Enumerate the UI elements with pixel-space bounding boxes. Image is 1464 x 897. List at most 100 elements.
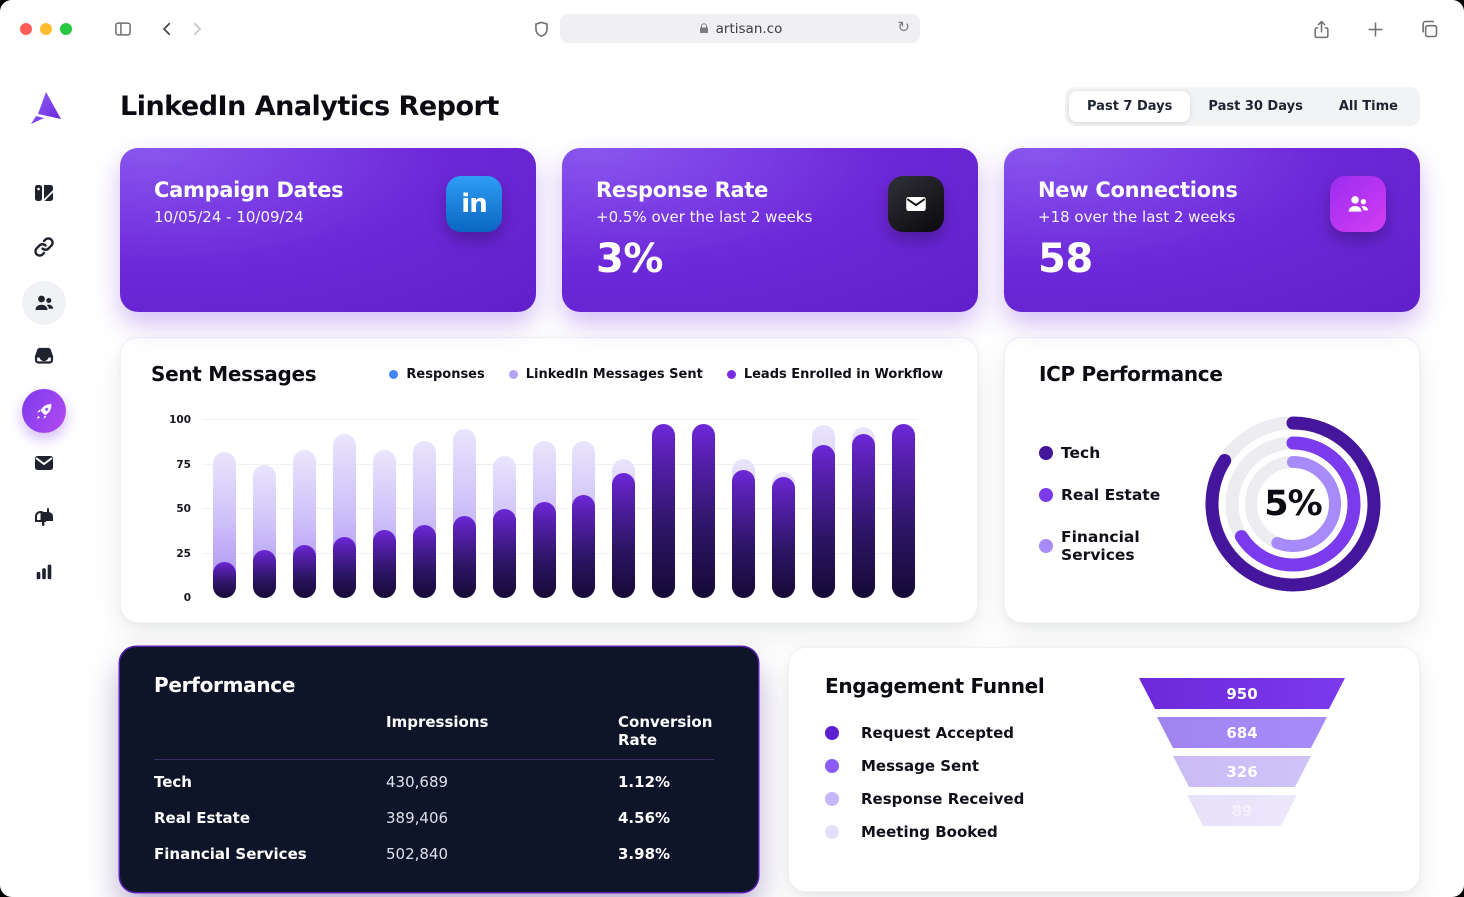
url-text: artisan.co	[715, 20, 783, 37]
sent-messages-title: Sent Messages	[151, 362, 317, 386]
funnel-chart: 950 684 326 89	[1139, 674, 1345, 891]
stacked-bar[interactable]	[532, 441, 556, 598]
address-bar[interactable]: artisan.co ↻	[560, 14, 920, 43]
filter-past-7-days[interactable]: Past 7 Days	[1069, 90, 1191, 122]
legend-label: Message Sent	[861, 757, 980, 775]
bar-segment-leads	[812, 444, 836, 598]
kpi-subtitle: +0.5% over the last 2 weeks	[596, 208, 813, 226]
legend-label: LinkedIn Messages Sent	[525, 366, 703, 382]
artisan-logo[interactable]	[24, 88, 64, 128]
stacked-bar[interactable]	[612, 459, 636, 598]
sidebar-item-links[interactable]	[32, 235, 56, 263]
icp-center-value: 5%	[1264, 484, 1322, 524]
icp-title: ICP Performance	[1039, 362, 1223, 386]
stacked-bar[interactable]	[891, 423, 915, 598]
link-icon	[34, 237, 54, 257]
sidebar-item-analytics[interactable]	[33, 560, 55, 586]
bar-segment-leads	[652, 423, 676, 598]
engagement-funnel-card: Engagement Funnel Request Accepted Messag…	[788, 647, 1420, 892]
zoom-window-button[interactable]	[60, 23, 72, 35]
y-axis-tick: 75	[176, 458, 191, 471]
legend-label: Meeting Booked	[861, 823, 998, 841]
legend-label: Leads Enrolled in Workflow	[743, 366, 943, 382]
performance-card: Performance Impressions Conversion Rate …	[120, 647, 758, 892]
funnel-title: Engagement Funnel	[825, 674, 1045, 698]
stacked-bar[interactable]	[812, 425, 836, 598]
people-icon	[35, 295, 54, 310]
bar-segment-leads	[452, 516, 476, 598]
sidebar-item-mailbox[interactable]	[32, 505, 56, 533]
sidebar-item-campaign-analytics[interactable]	[22, 389, 66, 433]
stacked-bar[interactable]	[412, 441, 436, 598]
time-filter: Past 7 Days Past 30 Days All Time	[1065, 86, 1420, 126]
stacked-bar[interactable]	[372, 450, 396, 598]
stacked-bar[interactable]	[732, 459, 756, 598]
privacy-shield-icon[interactable]	[526, 14, 556, 44]
filter-all-time[interactable]: All Time	[1338, 98, 1398, 114]
people-icon	[1330, 176, 1386, 232]
sidebar-toggle-icon[interactable]	[108, 14, 138, 44]
icp-donut-chart: 5%	[1197, 408, 1389, 600]
kpi-card-response-rate: Response Rate +0.5% over the last 2 week…	[562, 148, 978, 312]
legend-label: Real Estate	[1061, 486, 1161, 504]
sidebar-item-contacts[interactable]	[22, 281, 66, 325]
new-tab-icon[interactable]	[1360, 14, 1390, 44]
browser-toolbar: artisan.co ↻	[0, 0, 1464, 58]
mailbox-icon	[35, 508, 53, 526]
icp-performance-card: ICP Performance Tech Real Estate Financial…	[1004, 337, 1420, 623]
stacked-bar[interactable]	[652, 423, 676, 598]
y-axis-tick: 25	[176, 547, 191, 560]
stacked-bar[interactable]	[292, 450, 316, 598]
filter-past-30-days[interactable]: Past 30 Days	[1208, 98, 1303, 114]
legend-item: Tech	[1039, 444, 1197, 462]
funnel-stage[interactable]: 684	[1157, 717, 1327, 748]
stacked-bar[interactable]	[213, 452, 236, 598]
sidebar-item-inbox[interactable]	[32, 343, 56, 371]
stacked-bar[interactable]	[252, 464, 276, 598]
stacked-bar[interactable]	[852, 427, 875, 598]
main-content: LinkedIn Analytics Report Past 7 Days Pa…	[88, 58, 1464, 897]
bar-segment-leads	[732, 469, 756, 598]
legend-item: Meeting Booked	[825, 823, 1125, 841]
back-button[interactable]	[152, 14, 182, 44]
lock-icon	[699, 23, 708, 33]
stacked-bar[interactable]	[332, 434, 356, 598]
stacked-bar[interactable]	[452, 428, 476, 598]
funnel-stage[interactable]: 326	[1173, 756, 1311, 787]
kpi-title: Campaign Dates	[154, 178, 344, 202]
tab-overview-icon[interactable]	[1414, 14, 1444, 44]
kpi-title: Response Rate	[596, 178, 769, 202]
bar-segment-leads	[772, 476, 796, 598]
refresh-icon[interactable]: ↻	[897, 18, 910, 36]
close-window-button[interactable]	[20, 23, 32, 35]
legend-dot	[825, 792, 839, 806]
sidebar-item-campaigns[interactable]	[32, 181, 56, 209]
stacked-bar[interactable]	[492, 455, 516, 598]
legend-item: Financial Services	[1039, 528, 1197, 564]
sidebar-item-email[interactable]	[32, 451, 56, 479]
share-icon[interactable]	[1306, 14, 1336, 44]
minimize-window-button[interactable]	[40, 23, 52, 35]
funnel-stage[interactable]: 89	[1187, 795, 1297, 826]
legend-dot	[1039, 488, 1053, 502]
legend-item: Request Accepted	[825, 724, 1125, 742]
bar-segment-leads	[292, 544, 316, 598]
divider	[154, 759, 714, 760]
legend-dot	[726, 369, 736, 379]
legend-item: Responses	[389, 367, 485, 382]
kpi-subtitle: 10/05/24 - 10/09/24	[154, 208, 304, 226]
bars-container	[213, 420, 915, 598]
legend-dot	[825, 726, 839, 740]
funnel-legend: Request Accepted Message Sent Response Rec…	[825, 724, 1125, 841]
stacked-bar[interactable]	[692, 423, 716, 598]
sent-messages-legend: Responses LinkedIn Messages Sent Leads Enr…	[389, 367, 943, 382]
cards-icon	[35, 185, 53, 201]
sidebar	[0, 58, 88, 897]
funnel-stage[interactable]: 950	[1139, 678, 1345, 709]
window-controls	[20, 23, 72, 35]
forward-button[interactable]	[182, 14, 212, 44]
stacked-bar[interactable]	[772, 471, 796, 598]
gridline	[203, 419, 917, 420]
stacked-bar[interactable]	[572, 441, 596, 598]
